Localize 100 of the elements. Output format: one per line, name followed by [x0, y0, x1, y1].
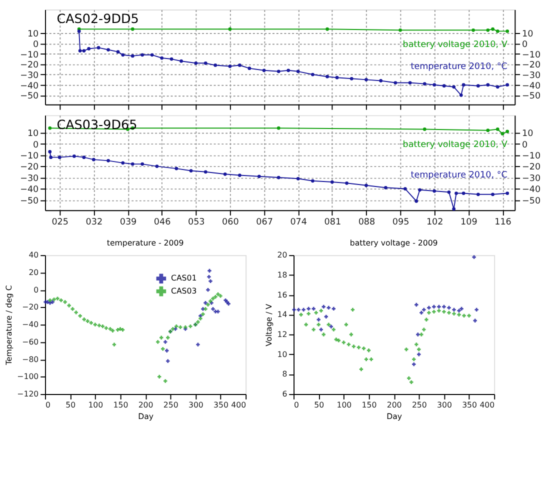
- y-tick-label: −100: [17, 372, 39, 382]
- y-tick-label: −20: [22, 302, 39, 312]
- y-tick-label: −80: [22, 354, 39, 364]
- point: [160, 336, 164, 340]
- point: [432, 304, 436, 309]
- point: [223, 172, 227, 176]
- point: [346, 342, 351, 346]
- x-tick-label: 100: [336, 400, 352, 410]
- point: [379, 79, 383, 82]
- y-tick-label: −40: [22, 320, 39, 330]
- point: [262, 68, 266, 72]
- y-tick-label: 0: [33, 140, 40, 150]
- point: [161, 347, 165, 351]
- y-tick-label: −20: [20, 60, 40, 71]
- point: [496, 29, 500, 33]
- point: [457, 308, 461, 313]
- point: [454, 192, 458, 195]
- x-tick-label: 032: [86, 217, 103, 228]
- point: [447, 306, 451, 310]
- point: [427, 310, 431, 315]
- y-tick-label: 14: [277, 310, 288, 320]
- point: [196, 342, 200, 346]
- point: [349, 332, 354, 336]
- y2-tick-label: −40: [522, 81, 541, 92]
- point: [92, 158, 96, 162]
- point: [326, 322, 330, 326]
- point: [486, 28, 490, 32]
- point: [238, 64, 242, 67]
- point: [211, 307, 215, 311]
- point: [460, 306, 464, 311]
- point: [304, 322, 308, 326]
- point: [329, 324, 333, 328]
- y-axis-title: Temperature / deg C: [4, 284, 14, 366]
- y-tick-label: 18: [277, 270, 288, 280]
- point: [276, 176, 280, 180]
- point: [120, 328, 125, 332]
- point: [452, 85, 456, 89]
- point: [207, 274, 211, 279]
- point: [394, 81, 398, 84]
- point: [130, 27, 134, 31]
- point: [384, 186, 388, 190]
- point: [412, 357, 416, 362]
- point: [332, 306, 336, 311]
- point: [204, 301, 208, 305]
- point: [194, 61, 198, 65]
- point: [206, 302, 210, 306]
- point: [496, 128, 500, 131]
- point: [364, 357, 368, 362]
- point: [174, 166, 178, 170]
- point: [472, 28, 475, 32]
- x-tick-label: 053: [188, 217, 205, 228]
- point: [422, 82, 426, 86]
- point: [48, 126, 52, 130]
- x-tick-label: 50: [66, 400, 76, 410]
- point: [276, 126, 280, 130]
- y-tick-label: 8: [282, 370, 288, 379]
- point: [50, 300, 54, 304]
- point: [326, 27, 329, 31]
- point: [417, 352, 421, 356]
- point: [189, 169, 193, 172]
- x-tick-label: 102: [426, 217, 444, 228]
- point: [408, 81, 412, 84]
- point: [422, 308, 426, 312]
- point: [322, 304, 326, 309]
- legend-label: CAS03: [170, 286, 197, 296]
- point: [364, 184, 368, 188]
- point: [491, 192, 494, 196]
- point: [398, 28, 402, 32]
- x-tick-label: 0: [294, 400, 300, 410]
- y-tick-label: −50: [20, 92, 40, 102]
- y2-tick-label: −10: [522, 50, 541, 60]
- point: [506, 192, 510, 195]
- point: [158, 374, 162, 379]
- point: [196, 320, 200, 324]
- point: [472, 255, 476, 259]
- point: [306, 306, 310, 311]
- chart-title: CAS03-9D65: [56, 116, 138, 132]
- point: [334, 338, 338, 342]
- point: [404, 348, 408, 352]
- point: [442, 310, 446, 314]
- point: [407, 376, 411, 380]
- point: [89, 321, 93, 325]
- y-tick-label: −50: [20, 196, 40, 206]
- y-tick-label: 40: [28, 250, 39, 260]
- point: [506, 83, 510, 87]
- point: [412, 362, 416, 366]
- x-tick-label: 250: [412, 400, 427, 410]
- point: [110, 328, 115, 332]
- x-tick-label: 067: [256, 217, 273, 228]
- point: [332, 328, 336, 332]
- y-tick-label: 0: [33, 40, 40, 50]
- y-tick-label: −10: [20, 151, 40, 162]
- point: [447, 310, 451, 315]
- point: [473, 318, 477, 322]
- y-tick-label: −30: [20, 70, 40, 81]
- y2-tick-label: −40: [522, 185, 541, 196]
- x-tick-label: 081: [324, 217, 342, 228]
- point: [350, 76, 354, 80]
- point: [82, 49, 86, 52]
- x-tick-label: 150: [113, 400, 128, 410]
